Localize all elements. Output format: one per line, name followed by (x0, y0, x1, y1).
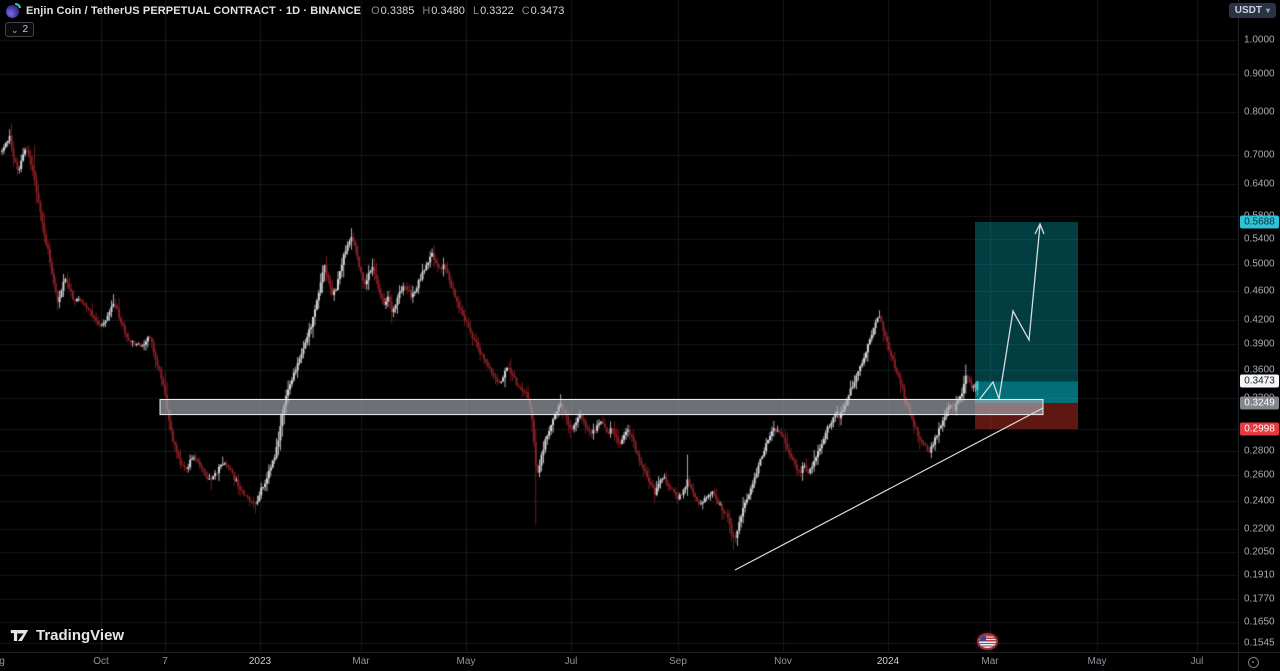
price-tick-label: 0.4200 (1244, 314, 1275, 326)
close-label: C (521, 5, 530, 17)
time-tick-label: Mar (352, 656, 370, 667)
open-value: 0.3385 (380, 5, 415, 17)
price-tick-label: 0.2800 (1244, 445, 1275, 457)
price-tick-label: 0.7000 (1244, 149, 1275, 161)
price-tick-label: 0.1770 (1244, 593, 1275, 605)
circle-dot-icon[interactable] (1248, 657, 1259, 668)
time-tick-label: 7 (162, 656, 168, 667)
price-tick-label: 0.1910 (1244, 569, 1275, 581)
price-tick-label: 0.2050 (1244, 546, 1275, 558)
price-axis[interactable]: 1.00000.90000.80000.70000.64000.58000.54… (1238, 0, 1280, 652)
price-tick-label: 0.8000 (1244, 106, 1275, 118)
high-value: 0.3480 (431, 5, 465, 17)
axis-corner (1238, 652, 1280, 671)
time-tick-label: May (1087, 656, 1107, 667)
price-tick-label: 0.6400 (1244, 178, 1275, 190)
time-tick-label: Jul (564, 656, 578, 667)
us-flag-canton (980, 636, 986, 641)
price-tick-label: 0.9000 (1244, 68, 1275, 80)
low-value: 0.3322 (480, 5, 514, 17)
price-tick-label: 0.3900 (1244, 338, 1275, 350)
time-tick-label: Nov (774, 656, 792, 667)
candlestick-canvas[interactable] (0, 0, 1238, 652)
time-tick-label: 2024 (876, 656, 900, 667)
price-tick-label: 0.2200 (1244, 523, 1275, 535)
open-label: O (371, 5, 380, 17)
close-value: 0.3473 (530, 5, 565, 17)
indicator-count: 2 (22, 24, 29, 35)
price-tick-label: 0.1650 (1244, 616, 1275, 628)
ohlc-values: O 0.3385 H 0.3480 L 0.3322 C 0.3473 (371, 5, 564, 17)
price-tick-label: 0.2600 (1244, 469, 1275, 481)
last-price-badge: 0.3473 (1240, 374, 1279, 388)
time-tick-label: 2023 (248, 656, 272, 667)
price-tick-label: 0.5400 (1244, 233, 1275, 245)
watermark-text: TradingView (36, 627, 125, 644)
stop-price-badge: 0.2998 (1240, 422, 1279, 436)
caret-down-icon: ▾ (1265, 6, 1270, 15)
low-label: L (472, 5, 480, 17)
time-tick-label: g (0, 656, 5, 667)
time-tick-label: May (456, 656, 476, 667)
currency-toggle-button[interactable]: USDT ▾ (1228, 3, 1276, 18)
currency-label: USDT (1234, 5, 1262, 16)
price-tick-label: 0.3600 (1244, 364, 1275, 376)
target-price-badge: 0.5688 (1240, 215, 1279, 229)
enjin-coin-logo-icon (6, 4, 19, 18)
symbol-title[interactable]: Enjin Coin / TetherUS PERPETUAL CONTRACT… (26, 5, 362, 17)
time-tick-label: Sep (669, 656, 687, 667)
time-tick-label: Oct (93, 656, 109, 667)
time-tick-label: Jul (1190, 656, 1204, 667)
price-tick-label: 0.5000 (1244, 258, 1275, 270)
price-tick-label: 0.4600 (1244, 285, 1275, 297)
price-tick-label: 0.1545 (1244, 637, 1275, 649)
high-label: H (422, 5, 431, 17)
time-axis[interactable]: g Oct 7 2023 Mar May Jul Sep Nov 2024 Mar May Jul (0, 652, 1238, 671)
price-tick-label: 1.0000 (1244, 34, 1275, 46)
tradingview-logo-icon (10, 629, 29, 642)
time-tick-label: Mar (981, 656, 999, 667)
tradingview-watermark: TradingView (10, 626, 124, 645)
indicators-collapse-button[interactable]: ⌄ 2 (5, 22, 35, 37)
chevron-down-icon: ⌄ (11, 24, 19, 35)
entry-price-badge: 0.3249 (1240, 396, 1279, 410)
chart-legend: Enjin Coin / TetherUS PERPETUAL CONTRACT… (6, 4, 564, 18)
economic-event-us-flag-icon[interactable] (977, 633, 998, 650)
price-tick-label: 0.2400 (1244, 495, 1275, 507)
